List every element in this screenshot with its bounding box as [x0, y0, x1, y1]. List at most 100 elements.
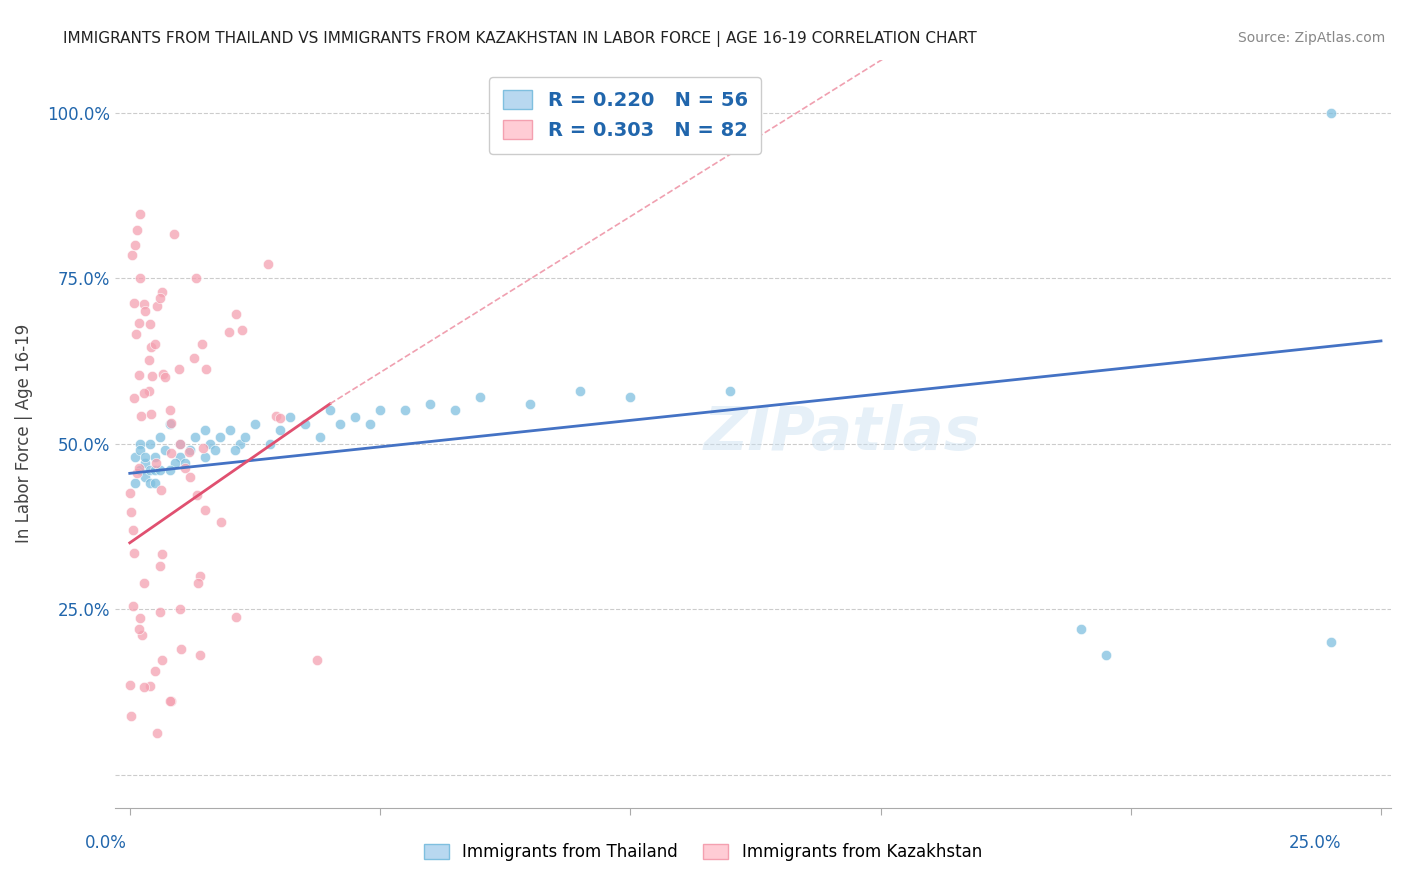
Text: ZIPatlas: ZIPatlas	[703, 404, 981, 463]
Point	[125, 326, 148, 341]
Point	[269, 411, 291, 425]
Point	[198, 436, 221, 450]
Point	[121, 504, 143, 518]
Point	[150, 652, 173, 666]
Point	[224, 443, 246, 458]
Point	[124, 238, 146, 252]
Point	[139, 679, 162, 693]
Point	[194, 423, 217, 437]
Point	[569, 384, 592, 398]
Point	[163, 227, 186, 241]
Point	[229, 436, 252, 450]
Point	[233, 430, 256, 444]
Point	[128, 443, 150, 458]
Point	[121, 248, 143, 262]
Point	[150, 547, 173, 561]
Point	[149, 291, 172, 305]
Point	[1320, 105, 1343, 120]
Point	[127, 466, 149, 480]
Point	[132, 680, 155, 694]
Point	[139, 463, 162, 477]
Point	[468, 390, 491, 404]
Point	[152, 367, 174, 381]
Point	[146, 299, 169, 313]
Point	[169, 436, 191, 450]
Point	[122, 599, 145, 613]
Point	[188, 569, 211, 583]
Point	[131, 409, 153, 423]
Point	[208, 430, 231, 444]
Point	[150, 483, 173, 497]
Point	[134, 457, 156, 471]
Text: 0.0%: 0.0%	[84, 834, 127, 852]
Point	[148, 558, 170, 573]
Point	[141, 369, 163, 384]
Point	[294, 417, 316, 431]
Point	[139, 436, 162, 450]
Point	[179, 443, 201, 458]
Point	[139, 340, 162, 354]
Point	[139, 318, 162, 332]
Point	[163, 457, 186, 471]
Point	[143, 463, 166, 477]
Point	[159, 694, 181, 708]
Point	[209, 515, 232, 529]
Point	[183, 351, 205, 365]
Point	[231, 323, 253, 337]
Point	[194, 502, 217, 516]
Point	[259, 436, 281, 450]
Point	[134, 450, 156, 464]
Point	[619, 390, 641, 404]
Point	[134, 469, 156, 483]
Point	[368, 403, 391, 417]
Point	[225, 610, 247, 624]
Point	[138, 384, 160, 399]
Point	[118, 678, 141, 692]
Point	[394, 403, 416, 417]
Point	[194, 450, 217, 464]
Point	[1094, 648, 1116, 663]
Point	[143, 450, 166, 464]
Point	[1320, 635, 1343, 649]
Point	[124, 476, 146, 491]
Point	[195, 362, 218, 376]
Point	[131, 628, 153, 642]
Point	[143, 476, 166, 491]
Point	[122, 391, 145, 405]
Point	[160, 446, 183, 460]
Point	[186, 488, 208, 502]
Point	[145, 456, 167, 470]
Point	[128, 611, 150, 625]
Point	[419, 397, 441, 411]
Point	[187, 576, 209, 591]
Point	[150, 285, 173, 300]
Point	[173, 461, 195, 475]
Legend: Immigrants from Thailand, Immigrants from Kazakhstan: Immigrants from Thailand, Immigrants fro…	[418, 837, 988, 868]
Point	[139, 476, 162, 491]
Point	[218, 326, 240, 340]
Point	[120, 708, 142, 723]
Point	[128, 463, 150, 477]
Point	[134, 304, 156, 318]
Point	[153, 443, 176, 458]
Point	[718, 384, 741, 398]
Point	[128, 461, 150, 475]
Point	[125, 223, 148, 237]
Point	[160, 417, 183, 431]
Point	[149, 463, 172, 477]
Point	[184, 271, 207, 285]
Point	[134, 386, 156, 401]
Point	[184, 430, 207, 444]
Point	[143, 664, 166, 678]
Point	[204, 443, 226, 458]
Legend: R = 0.220   N = 56, R = 0.303   N = 82: R = 0.220 N = 56, R = 0.303 N = 82	[489, 77, 761, 153]
Point	[218, 423, 240, 437]
Point	[159, 694, 181, 708]
Point	[138, 352, 160, 367]
Point	[305, 653, 328, 667]
Point	[122, 546, 145, 560]
Point	[139, 407, 162, 421]
Text: IMMIGRANTS FROM THAILAND VS IMMIGRANTS FROM KAZAKHSTAN IN LABOR FORCE | AGE 16-1: IMMIGRANTS FROM THAILAND VS IMMIGRANTS F…	[63, 31, 977, 47]
Point	[191, 336, 214, 351]
Point	[167, 362, 190, 376]
